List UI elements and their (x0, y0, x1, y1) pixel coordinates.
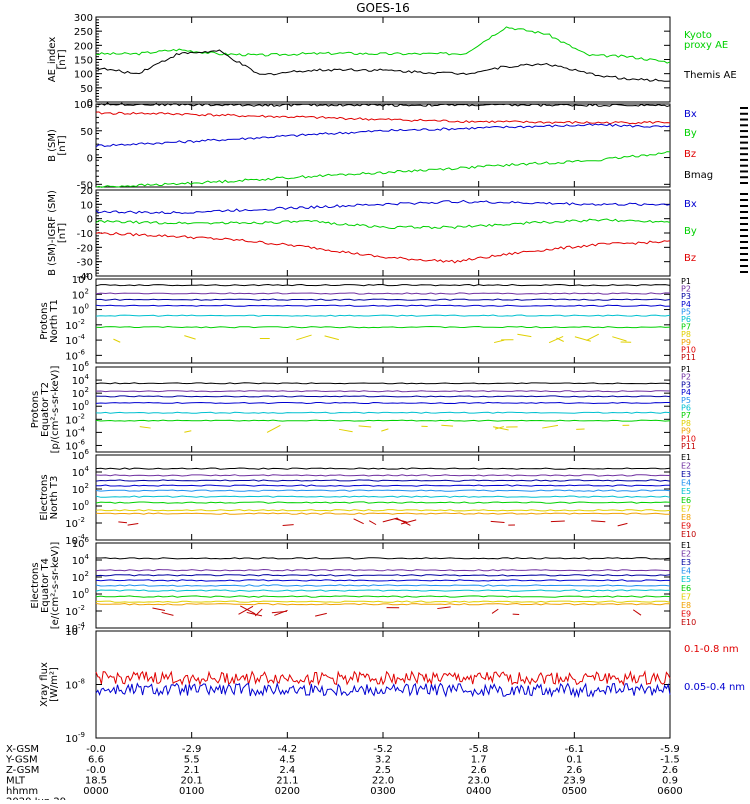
y-tick-label: -30 (77, 258, 93, 269)
y-tick-label: -20 (77, 243, 93, 254)
legend-entry: proxy AE (684, 40, 728, 51)
y-tick-label: 100 (74, 100, 93, 111)
legend-entry: By (684, 226, 697, 237)
y-axis-label: [nT] (57, 135, 68, 155)
series-segment-e10 (551, 521, 565, 522)
legend-entry: 0.1-0.8 nm (684, 644, 739, 655)
ephem-value: 2.6 (471, 765, 487, 776)
legend-entry: E10 (681, 618, 696, 627)
ephem-value: 0000 (83, 786, 108, 797)
ephem-value: 0200 (275, 786, 300, 797)
y-tick-label: 10 (80, 200, 93, 211)
ephem-value: 0100 (179, 786, 204, 797)
plot-title: GOES-16 (356, 1, 410, 15)
ephem-value: 23.9 (563, 776, 585, 787)
legend-entry: P11 (681, 442, 696, 451)
ephem-value: -5.2 (373, 744, 393, 755)
ephem-value: 18.5 (85, 776, 107, 787)
ephem-row-label: X-GSM (6, 744, 39, 755)
ephem-value: -0.0 (86, 765, 106, 776)
legend-entry: Bx (684, 109, 697, 120)
ephem-value: 2.5 (375, 765, 391, 776)
ephem-value: -6.1 (565, 744, 585, 755)
ephem-value: 0.9 (662, 776, 678, 787)
y-tick-label: 50 (80, 84, 93, 95)
y-tick-label: 300 (74, 13, 93, 24)
y-axis-label: [W/m²] (49, 667, 60, 702)
ephem-value: 0500 (562, 786, 587, 797)
ephem-value: -5.8 (469, 744, 489, 755)
legend-entry: 0.05-0.4 nm (684, 682, 745, 693)
legend-entry: Bmag (684, 170, 713, 181)
y-tick-label: 150 (74, 56, 93, 67)
y-axis-label: [nT] (57, 49, 68, 69)
ephem-value: 6.6 (88, 755, 104, 766)
y-tick-label: 0 (87, 154, 93, 165)
ephem-value: 5.5 (184, 755, 200, 766)
ephem-value: 0.1 (566, 755, 582, 766)
ephem-value: -1.5 (660, 755, 680, 766)
y-tick-label: 100 (74, 70, 93, 81)
y-axis-label: North T1 (49, 299, 60, 343)
legend-entry: P11 (681, 353, 696, 362)
legend-entry: Bx (684, 199, 697, 210)
y-tick-label: 200 (74, 41, 93, 52)
y-tick-label: 20 (80, 186, 93, 197)
y-tick-label: 50 (80, 127, 93, 138)
ephem-value: 2.1 (184, 765, 200, 776)
legend-entry: Themis AE (683, 70, 737, 81)
ephem-value: 1.7 (471, 755, 487, 766)
ephem-value: 0600 (657, 786, 682, 797)
ephem-row-label: hhmm (6, 786, 38, 797)
ephem-value: 23.0 (468, 776, 490, 787)
y-axis-label: [e/(cm²-s-sr-keV)] (50, 542, 61, 630)
y-axis-label: North T3 (49, 476, 60, 520)
ephem-value: -4.2 (278, 744, 298, 755)
ephem-value: 4.5 (279, 755, 295, 766)
y-axis-label: [p/(cm²-s-sr-keV)] (50, 366, 61, 454)
ephem-value: 2.6 (566, 765, 582, 776)
ephem-value: 3.2 (375, 755, 391, 766)
ephem-value: 21.1 (276, 776, 298, 787)
ephem-value: 2.4 (279, 765, 295, 776)
legend-entry: Bz (684, 253, 696, 264)
y-axis-label: [nT] (57, 223, 68, 243)
ephem-value: 0400 (466, 786, 491, 797)
legend-entry: Bz (684, 149, 696, 160)
legend-entry: By (684, 128, 697, 139)
ephem-row-label: MLT (6, 776, 26, 787)
ephem-value: 2.6 (662, 765, 678, 776)
ephem-value: 22.0 (372, 776, 394, 787)
y-tick-label: 250 (74, 27, 93, 38)
ephem-row-label: Y-GSM (5, 755, 38, 766)
ephem-value: -5.9 (660, 744, 680, 755)
y-tick-label: 0 (87, 215, 93, 226)
ephem-value: -0.0 (86, 744, 106, 755)
ephem-value: 0300 (370, 786, 395, 797)
ephem-value: 20.1 (181, 776, 203, 787)
ephem-value: -2.9 (182, 744, 202, 755)
legend-entry: E10 (681, 530, 696, 539)
ephem-date: 2020 Jun 29 (6, 797, 66, 801)
y-tick-label: -10 (77, 229, 93, 240)
ephem-row-label: Z-GSM (6, 765, 39, 776)
